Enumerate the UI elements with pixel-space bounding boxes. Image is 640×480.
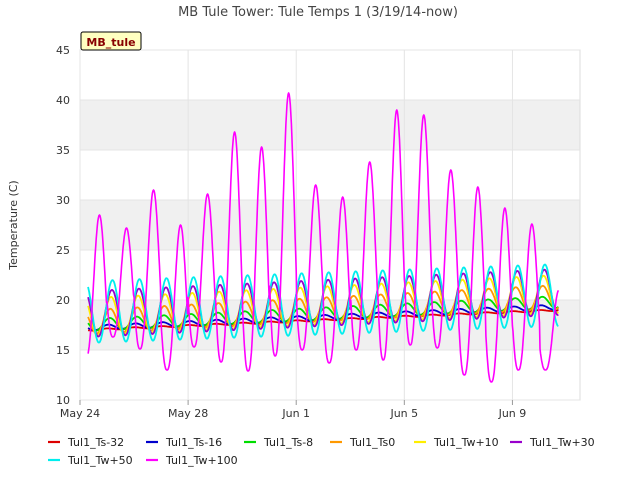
plot-band <box>80 350 580 400</box>
legend-label: Tul1_Tw+10 <box>433 436 499 449</box>
legend-label: Tul1_Tw+50 <box>67 454 133 467</box>
legend-item: Tul1_Ts-16 <box>146 436 222 449</box>
legend: Tul1_Ts-32 Tul1_Ts-16 Tul1_Ts-8 Tul1_Ts0 Tul… <box>48 436 595 467</box>
y-tick-label: 40 <box>56 94 70 107</box>
x-tick-label: Jun 9 <box>498 407 527 420</box>
x-tick-label: Jun 5 <box>389 407 418 420</box>
legend-item: Tul1_Ts0 <box>330 436 395 449</box>
x-tick-label: Jun 1 <box>281 407 310 420</box>
x-tick-label: May 24 <box>60 407 100 420</box>
x-tick-label: May 28 <box>168 407 208 420</box>
legend-item: Tul1_Tw+10 <box>414 436 499 449</box>
legend-item: Tul1_Tw+30 <box>510 436 595 449</box>
y-tick-label: 10 <box>56 394 70 407</box>
series-line-tul1-tw-100 <box>87 92 560 383</box>
y-tick-label: 30 <box>56 194 70 207</box>
legend-item: Tul1_Tw+100 <box>146 454 238 467</box>
y-tick-label: 20 <box>56 294 70 307</box>
plot-band <box>80 150 580 200</box>
plot-bands <box>80 50 580 400</box>
plot-band <box>80 200 580 250</box>
y-tick-label: 45 <box>56 44 70 57</box>
legend-label: Tul1_Tw+100 <box>165 454 238 467</box>
legend-item: Tul1_Ts-32 <box>48 436 124 449</box>
legend-label: Tul1_Tw+30 <box>529 436 595 449</box>
y-tick-label: 35 <box>56 144 70 157</box>
x-axis: May 24 May 28 Jun 1 Jun 5 Jun 9 <box>60 50 526 420</box>
legend-label: Tul1_Ts0 <box>349 436 395 449</box>
plot-band <box>80 50 580 100</box>
legend-item: Tul1_Tw+50 <box>48 454 133 467</box>
legend-label: Tul1_Ts-16 <box>165 436 222 449</box>
legend-item: Tul1_Ts-8 <box>244 436 313 449</box>
y-tick-label: 25 <box>56 244 70 257</box>
legend-label: Tul1_Ts-32 <box>67 436 124 449</box>
chart-title: MB Tule Tower: Tule Temps 1 (3/19/14-now… <box>178 5 458 20</box>
plot-band <box>80 100 580 150</box>
site-label-badge: MB_tule <box>80 31 142 51</box>
series-lines <box>87 92 560 383</box>
y-tick-label: 15 <box>56 344 70 357</box>
y-axis: 10 15 20 25 30 35 40 45 <box>56 44 580 407</box>
y-axis-label: Temperature (C) <box>7 180 20 270</box>
site-label: MB_tule <box>86 36 135 49</box>
legend-label: Tul1_Ts-8 <box>263 436 313 449</box>
